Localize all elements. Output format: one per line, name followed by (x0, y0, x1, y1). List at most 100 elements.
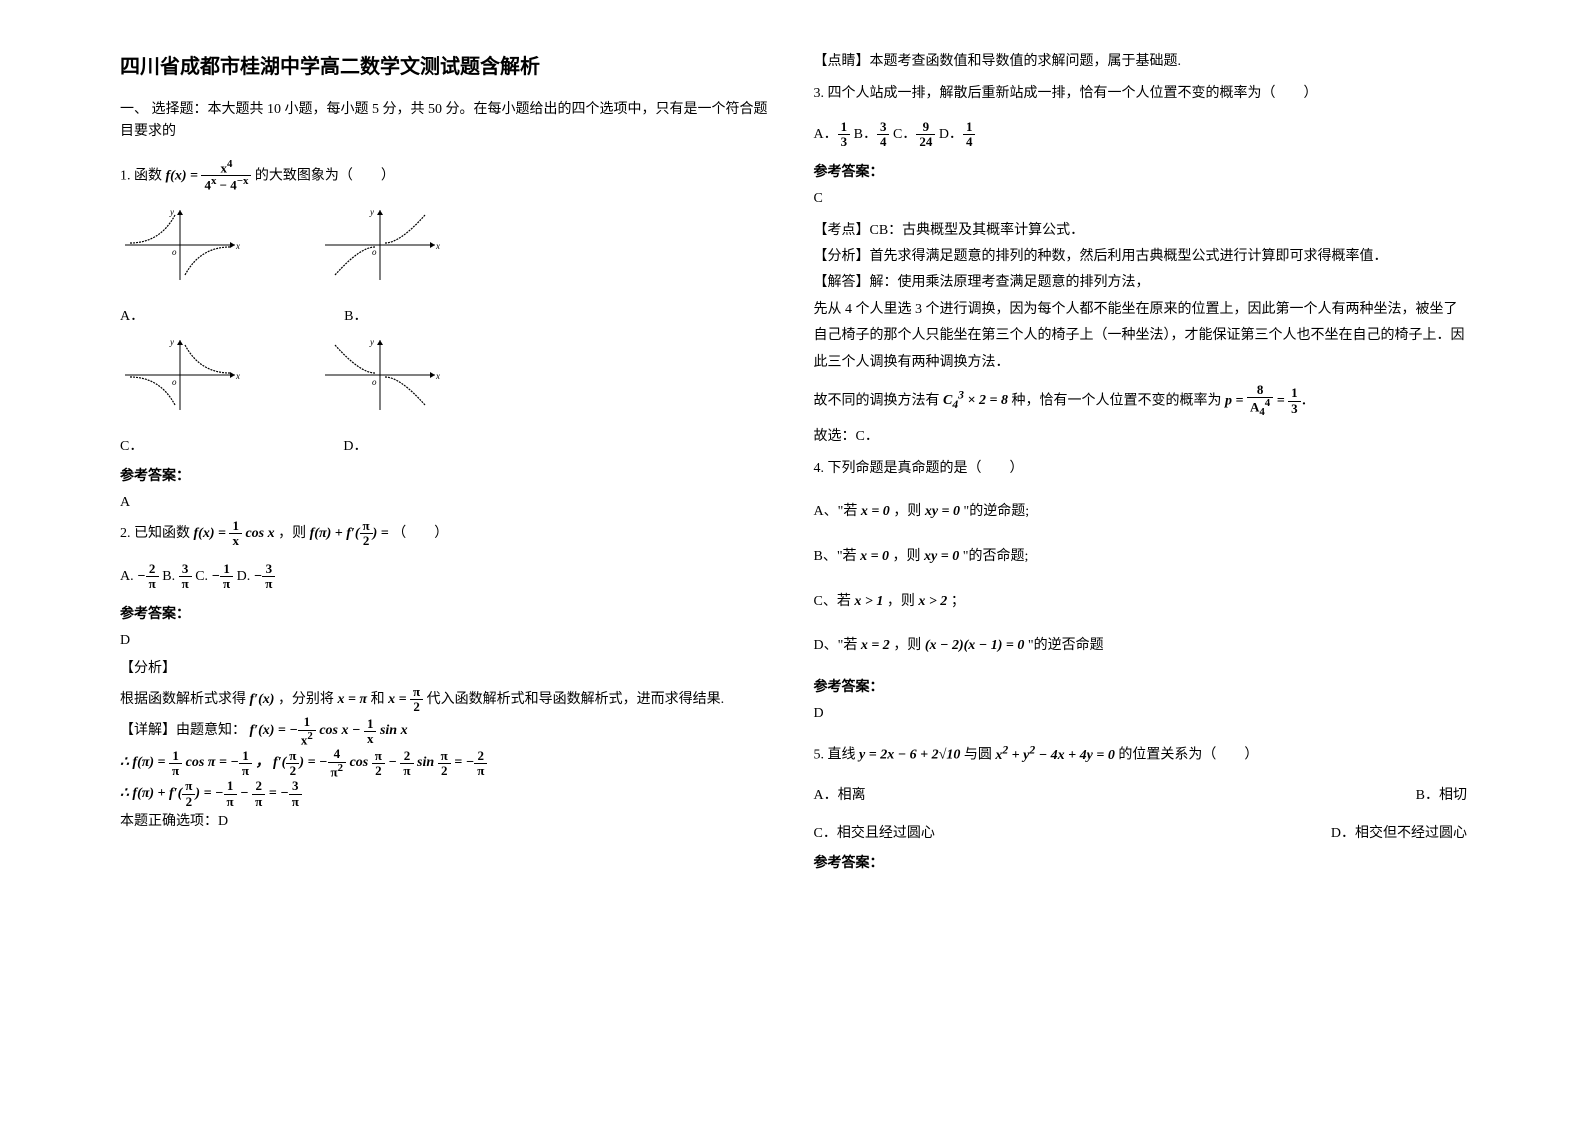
q3-options: A．13 B．34 C．924 D．14 (814, 120, 1468, 151)
q1-answer-header: 参考答案： (120, 465, 774, 485)
q2-deriv: f′(x) = − (250, 724, 298, 739)
q2-opt-b: B. (162, 569, 178, 584)
question-2: 2. 已知函数 f(x) = 1x cos x ，则 f(π) + f′(π2)… (120, 519, 774, 550)
q1-formula: f(x) = (166, 168, 202, 183)
q4-opt-c: C、若 x > 1 ，则 x > 2 ； (814, 587, 1468, 618)
q4a3: "的逆命题; (964, 504, 1030, 519)
q1-suffix: 的大致图象为（ ） (255, 168, 395, 183)
q2-opt-d: D. (237, 569, 254, 584)
q3-fenxi: 【分析】首先求得满足题意的排列的种数，然后利用古典概型公式进行计算即可求得概率值… (814, 245, 1468, 265)
q4-opt-a: A、"若 x = 0 ，则 xy = 0 "的逆命题; (814, 497, 1468, 528)
q4-opt-b: B、"若 x = 0 ，则 xy = 0 "的否命题; (814, 542, 1468, 573)
question-3: 3. 四个人站成一排，解散后重新站成一排，恰有一个人位置不变的概率为（ ） (814, 80, 1468, 108)
svg-text:x: x (235, 371, 240, 381)
q3-prob: p = (1225, 393, 1247, 408)
graph-c-wrap: x y o (120, 335, 240, 420)
q2-at2: ，分别将 (278, 692, 334, 707)
svg-text:y: y (169, 207, 174, 217)
q2-answer-header: 参考答案： (120, 603, 774, 623)
q4a1: A、"若 (814, 504, 858, 519)
q3-opt-b: B． (854, 127, 877, 142)
q2-formula1: f(x) = (194, 526, 230, 541)
q5-prefix: 5. 直线 (814, 748, 856, 763)
q2-analysis: 【分析】 (120, 657, 774, 677)
q2-suffix: （ ） (392, 526, 448, 541)
q1-graphs-row1: x y o x y o (120, 205, 774, 290)
q3-jieda: 【解答】解：使用乘法原理考查满足题意的排列方法， (814, 271, 1468, 291)
q2-detail-line: 【详解】由题意知： f′(x) = −1x2 cos x − 1x sin x (120, 715, 774, 747)
q2-xpi2: x = (388, 692, 410, 707)
q4b1: B、"若 (814, 549, 857, 564)
q2-options: A. −2π B. 3π C. −1π D. −3π (120, 562, 774, 593)
q1-answer: A (120, 495, 774, 511)
q2-detail: 【详解】由题意知： (120, 724, 246, 739)
q5-opt-a: A．相离 (814, 784, 866, 804)
q1-frac: x44x − 4−x (201, 159, 251, 193)
q4-opt-d: D、"若 x = 2 ，则 (x − 2)(x − 1) = 0 "的逆否命题 (814, 631, 1468, 662)
svg-text:x: x (435, 241, 440, 251)
q2-answer: D (120, 633, 774, 649)
q1-opt-b: B． (344, 305, 367, 325)
q4a2: ，则 (893, 504, 921, 519)
right-comment: 【点睛】本题考查函数值和导数值的求解问题，属于基础题. (814, 50, 1468, 70)
q2-at4: 代入函数解析式和导函数解析式，进而求得结果. (427, 692, 725, 707)
question-4: 4. 下列命题是真命题的是（ ） (814, 455, 1468, 483)
q4d1: D、"若 (814, 638, 858, 653)
q5-suffix: 的位置关系为（ ） (1118, 748, 1258, 763)
q2-calc1: ∴ f(π) = 1π cos π = −1π ， f′(π2) = −4π2 … (120, 747, 774, 779)
q5-options-row1: A．相离 B．相切 (814, 784, 1468, 804)
q2-at3: 和 (371, 692, 385, 707)
q4-answer-header: 参考答案： (814, 676, 1468, 696)
svg-text:y: y (169, 337, 174, 347)
q2-mid: ，则 (278, 526, 306, 541)
q1-labels-row1: A． B． (120, 300, 774, 325)
graph-a-wrap: x y o (120, 205, 240, 290)
q2-conclusion: 本题正确选项：D (120, 810, 774, 830)
q2-calc2: ∴ f(π) + f′(π2) = −1π − 2π = −3π (120, 779, 774, 810)
q3-jieda4: 故选：C． (814, 425, 1468, 445)
q2-xpi: x = π (337, 692, 367, 707)
q1-graphs-row2: x y o x y o (120, 335, 774, 420)
q1-opt-c: C． (120, 435, 143, 455)
q1-opt-d: D． (343, 435, 367, 455)
q3-kaodian: 【考点】CB：古典概型及其概率计算公式． (814, 219, 1468, 239)
q4d2: ，则 (893, 638, 921, 653)
page-title: 四川省成都市桂湖中学高二数学文测试题含解析 (120, 50, 774, 79)
graph-d-wrap: x y o (320, 335, 440, 420)
graph-b: x y o (320, 205, 440, 285)
q4b3: "的否命题; (963, 549, 1029, 564)
q4c2: ，则 (887, 594, 915, 609)
q5-circle: x2 + y2 − 4x + 4y = 0 (995, 748, 1118, 763)
q3-answer: C (814, 191, 1468, 207)
q4b2: ，则 (893, 549, 921, 564)
svg-text:o: o (372, 247, 377, 257)
q3-opt-d: D． (939, 127, 963, 142)
q5-options-row2: C．相交且经过圆心 D．相交但不经过圆心 (814, 822, 1468, 842)
q5-opt-d: D．相交但不经过圆心 (1331, 822, 1467, 842)
q3-comb: C43 × 2 = 8 (943, 393, 1008, 408)
svg-text:o: o (372, 377, 377, 387)
q5-opt-b: B．相切 (1416, 784, 1467, 804)
q2-prefix: 2. 已知函数 (120, 526, 190, 541)
q4c1: C、若 (814, 594, 851, 609)
graph-c: x y o (120, 335, 240, 415)
question-5: 5. 直线 y = 2x − 6 + 2√10 与圆 x2 + y2 − 4x … (814, 737, 1468, 771)
svg-text:y: y (369, 207, 374, 217)
q5-opt-c: C．相交且经过圆心 (814, 822, 935, 842)
q3-jieda3: 故不同的调换方法有 C43 × 2 = 8 种，恰有一个人位置不变的概率为 p … (814, 383, 1468, 420)
q2-fx: f′(x) (250, 692, 275, 707)
q5-mid: 与圆 (964, 748, 992, 763)
q2-formula2: f(π) + f′( (310, 526, 360, 541)
graph-b-wrap: x y o (320, 205, 440, 290)
q1-prefix: 1. 函数 (120, 168, 162, 183)
svg-text:x: x (435, 371, 440, 381)
q2-analysis-text: 根据函数解析式求得 f′(x) ，分别将 x = π 和 x = π2 代入函数… (120, 685, 774, 716)
q3-opt-c: C． (893, 127, 916, 142)
section-intro: 一、 选择题：本大题共 10 小题，每小题 5 分，共 50 分。在每小题给出的… (120, 99, 774, 144)
q2-opt-a: A. (120, 569, 137, 584)
svg-text:o: o (172, 247, 177, 257)
q3-opt-a: A． (814, 127, 838, 142)
q2-at1: 根据函数解析式求得 (120, 692, 246, 707)
q2-opt-c: C. (195, 569, 211, 584)
q3-j3a: 故不同的调换方法有 (814, 393, 940, 408)
